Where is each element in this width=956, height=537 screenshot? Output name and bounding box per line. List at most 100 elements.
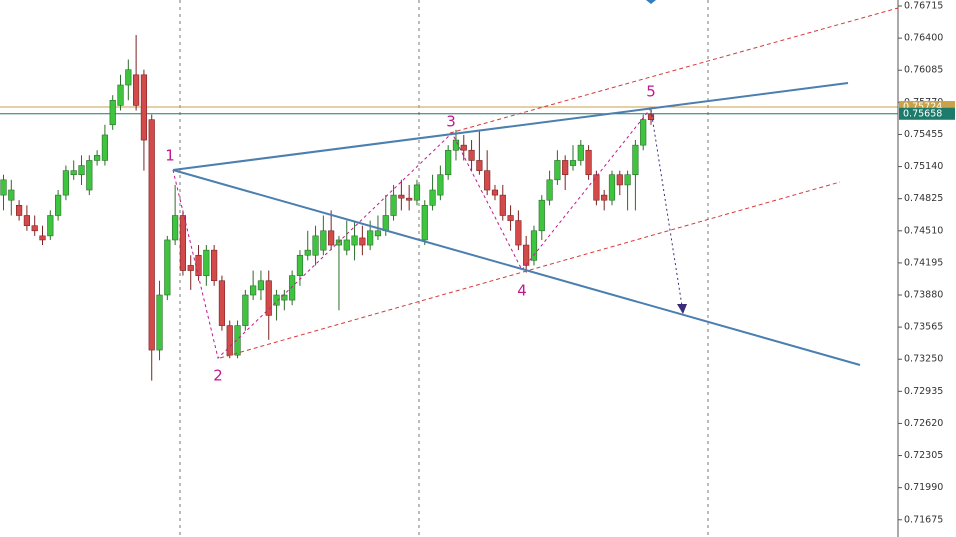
y-tick-label: 0.72620 <box>904 418 943 429</box>
candle-body <box>70 170 77 176</box>
candle-body <box>109 100 116 126</box>
candle-body <box>16 204 23 216</box>
candle-body <box>320 230 327 251</box>
candle-body <box>359 237 366 246</box>
candle-body <box>616 174 623 186</box>
candle-body <box>296 254 304 276</box>
y-tick-label: 0.72305 <box>904 450 943 461</box>
candle-body <box>203 249 210 276</box>
y-tick-label: 0.76400 <box>904 33 943 44</box>
candles <box>0 35 655 381</box>
candle-body <box>398 194 405 199</box>
candle-body <box>445 149 452 176</box>
y-tick-label: 0.73565 <box>904 322 943 333</box>
candle-body <box>554 160 561 181</box>
candle-body <box>117 84 124 106</box>
candle-body <box>273 294 280 306</box>
candle-body <box>257 280 265 291</box>
candle-body <box>647 114 655 120</box>
candle-body <box>328 230 335 246</box>
candle-body <box>476 160 483 171</box>
y-tick-label: 0.76715 <box>904 1 943 12</box>
candle-body <box>8 189 15 201</box>
candle-body <box>421 204 428 241</box>
candle-body <box>429 189 436 206</box>
candle-body <box>226 325 233 356</box>
candle-body <box>94 155 101 161</box>
candle-body <box>608 174 616 201</box>
candle-body <box>164 239 171 296</box>
candle-body <box>218 280 226 326</box>
candle-body <box>484 170 491 191</box>
candle-body <box>55 194 62 216</box>
y-tick-label: 0.75140 <box>904 161 943 172</box>
candle-body <box>468 149 475 161</box>
price-scale: 0.767150.764000.760850.757700.754550.751… <box>898 1 955 525</box>
candle-body <box>234 325 241 356</box>
arrow-head <box>677 304 687 314</box>
candle-body <box>140 74 148 141</box>
wave-label: 2 <box>213 367 223 385</box>
trendline-lower <box>172 169 861 366</box>
candle-body <box>86 160 93 191</box>
candle-body <box>406 197 413 201</box>
candle-body <box>507 215 514 221</box>
candle-body <box>281 294 288 301</box>
y-tick-label: 0.73250 <box>904 354 943 365</box>
candle-body <box>187 265 194 271</box>
projection-arrow <box>650 109 683 307</box>
trendline-upper <box>172 82 849 171</box>
candle-body <box>413 184 421 201</box>
candle-body <box>335 239 343 246</box>
candle-body <box>499 194 506 216</box>
candle-body <box>437 174 444 196</box>
candle-body <box>179 215 187 271</box>
wave-label: 5 <box>646 83 656 101</box>
y-tick-label: 0.73880 <box>904 290 943 301</box>
candle-body <box>491 189 499 196</box>
price-label: 0.75658 <box>903 108 942 119</box>
levels <box>0 106 898 115</box>
candle-body <box>593 174 600 201</box>
candle-body <box>562 160 569 176</box>
channel-upper <box>449 7 899 134</box>
candle-body <box>374 230 382 237</box>
candle-body <box>460 144 467 151</box>
candle-body <box>523 244 530 266</box>
candle-body <box>538 199 545 232</box>
candle-body <box>78 165 85 176</box>
candle-body <box>148 119 155 351</box>
candle-body <box>101 134 109 161</box>
candle-body <box>0 179 7 196</box>
candle-body <box>125 69 132 86</box>
candle-body <box>632 144 639 176</box>
candle-body <box>601 194 608 201</box>
y-tick-label: 0.75455 <box>904 129 943 140</box>
candle-body <box>452 139 460 151</box>
candle-body <box>569 160 577 166</box>
candle-body <box>515 220 522 246</box>
drawings <box>172 0 899 366</box>
wave-label: 3 <box>446 113 456 131</box>
candle-body <box>265 280 272 316</box>
candle-body <box>31 225 38 232</box>
candle-body <box>577 144 584 161</box>
y-tick-label: 0.72935 <box>904 386 943 397</box>
candle-body <box>585 149 592 176</box>
price-label-box <box>899 107 955 120</box>
y-tick-label: 0.71990 <box>904 482 943 493</box>
price-label: 0.75724 <box>903 102 942 113</box>
y-tick-label: 0.76085 <box>904 65 943 76</box>
candle-body <box>624 174 631 186</box>
candle-body <box>47 215 54 237</box>
candle-body <box>250 285 257 296</box>
candle-body <box>530 230 538 261</box>
channel-lower <box>219 181 841 359</box>
candle-body <box>304 249 311 256</box>
candle-body <box>289 275 296 301</box>
candle-body <box>367 230 374 246</box>
candle-body <box>242 294 249 326</box>
candle-body <box>62 170 70 196</box>
